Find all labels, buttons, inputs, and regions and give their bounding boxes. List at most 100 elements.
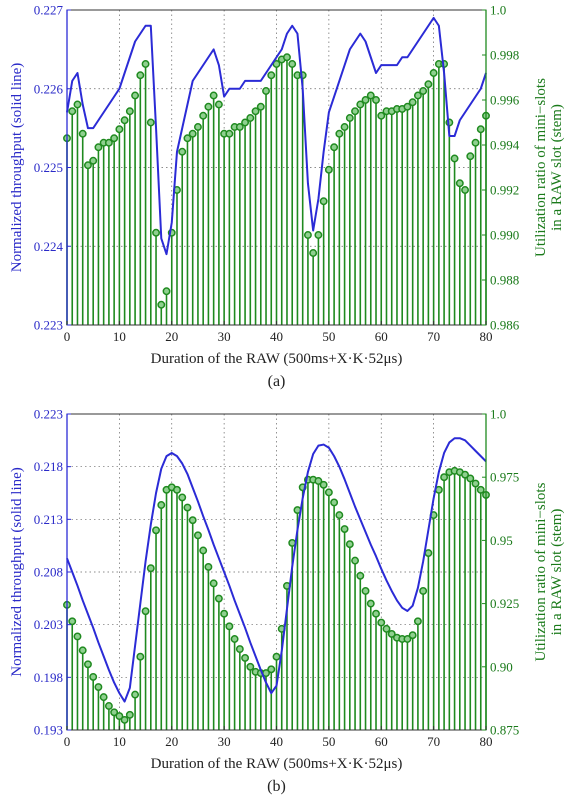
stem-marker: [209, 91, 218, 100]
stem-marker: [235, 123, 244, 131]
left-y-tick-label: 0.218: [34, 459, 63, 474]
stem-marker: [204, 102, 213, 111]
stem-marker: [340, 525, 349, 533]
stem-marker: [267, 71, 276, 80]
stem-marker: [251, 107, 260, 116]
left-y-tick-label: 0.208: [34, 565, 63, 580]
stem-marker: [351, 107, 360, 116]
stem-marker: [193, 531, 202, 540]
right-y-tick-label: 0.90: [490, 659, 513, 674]
left-y-tick-label: 0.203: [34, 617, 63, 632]
stem-marker: [246, 114, 255, 122]
stem-marker: [136, 652, 145, 661]
stem-marker: [84, 161, 92, 170]
stem-marker: [120, 116, 129, 125]
stem-marker: [319, 197, 328, 206]
stem-marker: [104, 702, 113, 710]
throughput-line: [66, 16, 487, 256]
stem-marker: [115, 125, 124, 134]
stem-marker: [193, 123, 202, 131]
stem-marker: [461, 186, 469, 194]
stem-marker: [324, 165, 333, 174]
stem-marker: [136, 71, 145, 80]
stem-marker: [319, 480, 328, 489]
stem-marker: [131, 690, 140, 699]
stem-marker: [262, 87, 270, 95]
stem-marker: [125, 107, 134, 116]
stem-marker: [403, 102, 412, 111]
chart-panel-a: 0 10 20 30 40 50 60 70 80 0.223 0.224 0.225 0.226 0.2…: [9, 3, 565, 391]
stem-marker: [272, 652, 281, 661]
stem-marker: [351, 556, 360, 565]
stem-marker: [272, 60, 281, 68]
stem-marker: [461, 470, 469, 479]
x-tick-label: 30: [218, 329, 231, 344]
stem-marker: [152, 526, 160, 535]
stem-marker: [267, 665, 276, 674]
stem-marker: [366, 599, 375, 608]
right-y-tick-label: 0.975: [490, 470, 519, 485]
x-tick-label: 60: [375, 329, 388, 344]
stem-marker: [345, 114, 354, 122]
stem-marker: [440, 473, 449, 482]
stem-marker: [78, 646, 87, 655]
stem-marker: [78, 129, 87, 138]
stem-marker: [413, 617, 422, 626]
stem-marker: [178, 147, 187, 156]
x-axis-title: Duration of the RAW (500ms+X·K·52μs): [151, 351, 403, 367]
stem-marker: [146, 564, 155, 573]
stem-marker: [288, 60, 297, 68]
stem-marker: [466, 474, 475, 483]
stem-marker: [455, 179, 464, 188]
stem-marker: [429, 69, 438, 77]
stem-marker: [335, 511, 344, 520]
x-tick-label: 50: [322, 329, 335, 344]
stem-marker: [372, 609, 380, 618]
stem-marker: [173, 485, 181, 494]
stem-marker: [89, 156, 98, 165]
stem-marker: [471, 138, 480, 147]
left-y-tick-label: 0.224: [34, 239, 64, 254]
right-y-tick-label: 0.992: [490, 183, 519, 198]
x-axis-title: Duration of the RAW (500ms+X·K·52μs): [151, 756, 403, 772]
stem-marker: [89, 672, 98, 681]
stem-marker: [68, 617, 77, 626]
stem-marker: [241, 654, 250, 662]
stem-marker: [199, 111, 208, 120]
stem-marker: [110, 708, 119, 717]
stem-marker: [256, 102, 265, 111]
stem-marker: [372, 96, 380, 104]
stem-marker: [345, 540, 354, 549]
left-y-axis-title: Normalized throughput (solid line): [9, 467, 25, 677]
x-tick-label: 50: [322, 734, 335, 749]
stem-marker: [387, 629, 396, 638]
stem-marker: [188, 129, 197, 138]
stem-marker: [330, 498, 339, 507]
stem-marker: [73, 632, 82, 641]
stem-marker: [225, 622, 234, 631]
left-y-tick-label: 0.213: [34, 512, 63, 527]
stem-marker: [403, 635, 412, 643]
stem-marker: [178, 493, 187, 502]
stem-marker: [309, 249, 318, 257]
stem-marker: [476, 125, 485, 134]
x-tick-label: 30: [218, 734, 231, 749]
stem-marker: [162, 287, 171, 296]
stem-marker: [408, 631, 417, 640]
x-tick-label: 80: [480, 329, 493, 344]
stem-marker: [110, 134, 119, 143]
x-tick-label: 20: [165, 329, 178, 344]
left-y-tick-label: 0.198: [34, 670, 63, 685]
stem-marker: [377, 111, 386, 120]
stem-marker: [94, 143, 103, 152]
stem-marker: [141, 607, 150, 616]
right-y-tick-label: 0.990: [490, 228, 519, 243]
right-y-axis-title-line1: Utilization ratio of mini−slots: [533, 482, 549, 661]
x-tick-label: 70: [427, 329, 440, 344]
stem-marker: [183, 503, 192, 512]
right-y-tick-label: 0.875: [490, 723, 519, 738]
stem-marker: [382, 624, 391, 633]
stem-marker: [204, 562, 213, 571]
stem-marker: [466, 152, 475, 161]
